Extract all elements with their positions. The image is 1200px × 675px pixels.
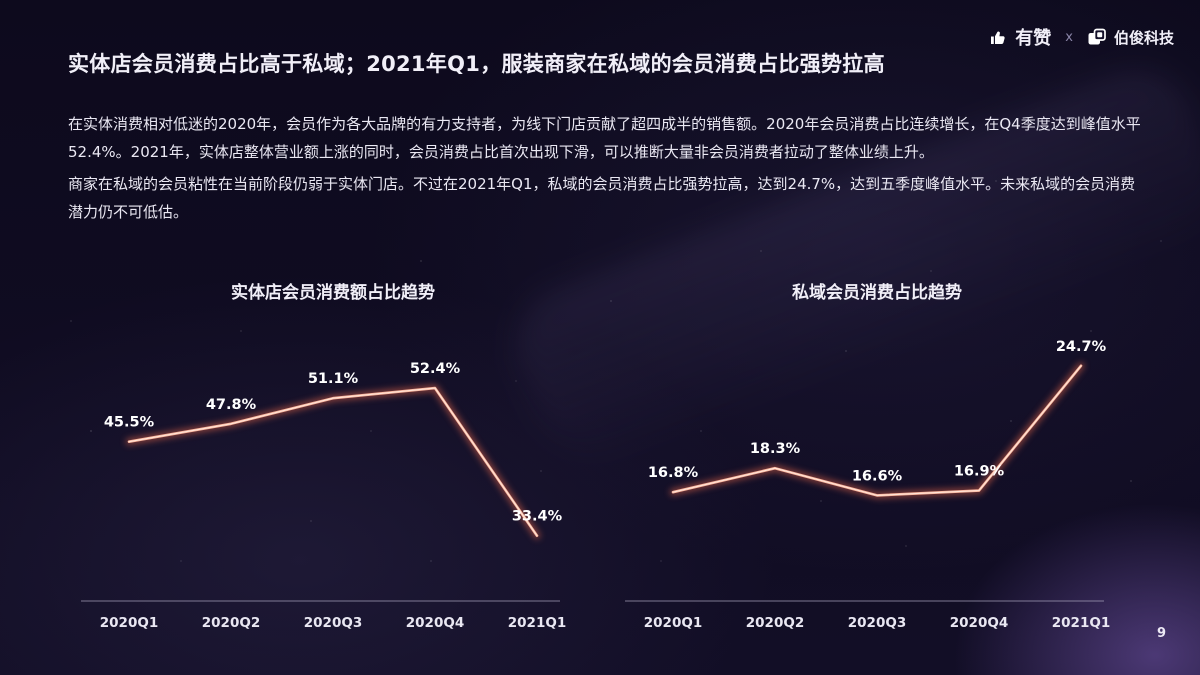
line-chart-private: 16.8% 18.3% 16.6% 16.9% 24.7% 2020Q1 2020Q2 202… bbox=[625, 339, 1110, 631]
brand-bojun-label: 伯俊科技 bbox=[1113, 28, 1174, 47]
page-title: 实体店会员消费占比高于私域；2021年Q1，服装商家在私域的会员消费占比强势拉高 bbox=[68, 52, 885, 76]
svg-text:33.4%: 33.4% bbox=[512, 509, 563, 525]
svg-text:2020Q2: 2020Q2 bbox=[746, 615, 804, 631]
svg-text:2021Q1: 2021Q1 bbox=[1052, 615, 1110, 631]
line-chart-offline: 45.5% 47.8% 51.1% 52.4% 33.4% 2020Q1 2020Q2 202… bbox=[81, 361, 566, 631]
svg-text:2020Q2: 2020Q2 bbox=[202, 615, 260, 631]
chart-title-offline: 实体店会员消费额占比趋势 bbox=[231, 283, 435, 303]
svg-text:2020Q4: 2020Q4 bbox=[950, 615, 1008, 631]
body-paragraph-1: 在实体消费相对低迷的2020年，会员作为各大品牌的有力支持者，为线下门店贡献了超… bbox=[68, 115, 1141, 161]
svg-text:2020Q1: 2020Q1 bbox=[644, 615, 702, 631]
brand-youzan: 有赞 bbox=[988, 24, 1051, 50]
brand-separator: x bbox=[1065, 29, 1073, 45]
brand-youzan-label: 有赞 bbox=[1015, 28, 1052, 49]
svg-text:24.7%: 24.7% bbox=[1056, 339, 1107, 355]
svg-text:18.3%: 18.3% bbox=[750, 441, 801, 457]
chart-title-private: 私域会员消费占比趋势 bbox=[792, 283, 962, 303]
svg-text:2020Q3: 2020Q3 bbox=[304, 615, 362, 631]
chart-offline-members: 实体店会员消费额占比趋势 45.5% 47.8% 51.1% 52.4% 33.4% 20… bbox=[78, 278, 588, 631]
svg-text:47.8%: 47.8% bbox=[206, 397, 257, 413]
overlapping-squares-icon bbox=[1088, 28, 1106, 45]
svg-text:51.1%: 51.1% bbox=[308, 371, 359, 387]
body-paragraph-2: 商家在私域的会员粘性在当前阶段仍弱于实体门店。不过在2021年Q1，私域的会员消… bbox=[68, 175, 1136, 221]
svg-text:52.4%: 52.4% bbox=[410, 361, 461, 377]
body-text: 在实体消费相对低迷的2020年，会员作为各大品牌的有力支持者，为线下门店贡献了超… bbox=[68, 110, 1142, 230]
brand-bojun: 伯俊科技 bbox=[1087, 27, 1174, 48]
svg-text:16.8%: 16.8% bbox=[648, 465, 699, 481]
chart-private-domain: 私域会员消费占比趋势 16.8% 18.3% 16.6% 16.9% 24.7% 2020… bbox=[622, 278, 1132, 631]
svg-text:2020Q1: 2020Q1 bbox=[100, 615, 158, 631]
thumbs-up-icon bbox=[991, 31, 1005, 44]
page-number: 9 bbox=[1157, 626, 1167, 641]
svg-text:2020Q4: 2020Q4 bbox=[406, 615, 464, 631]
svg-text:45.5%: 45.5% bbox=[104, 415, 155, 431]
svg-text:2021Q1: 2021Q1 bbox=[508, 615, 566, 631]
svg-text:2020Q3: 2020Q3 bbox=[848, 615, 906, 631]
brand-header: 有赞 x 伯俊科技 bbox=[988, 24, 1174, 50]
svg-text:16.6%: 16.6% bbox=[852, 468, 903, 484]
svg-text:16.9%: 16.9% bbox=[954, 464, 1005, 480]
background-star-dots bbox=[0, 0, 2, 2]
